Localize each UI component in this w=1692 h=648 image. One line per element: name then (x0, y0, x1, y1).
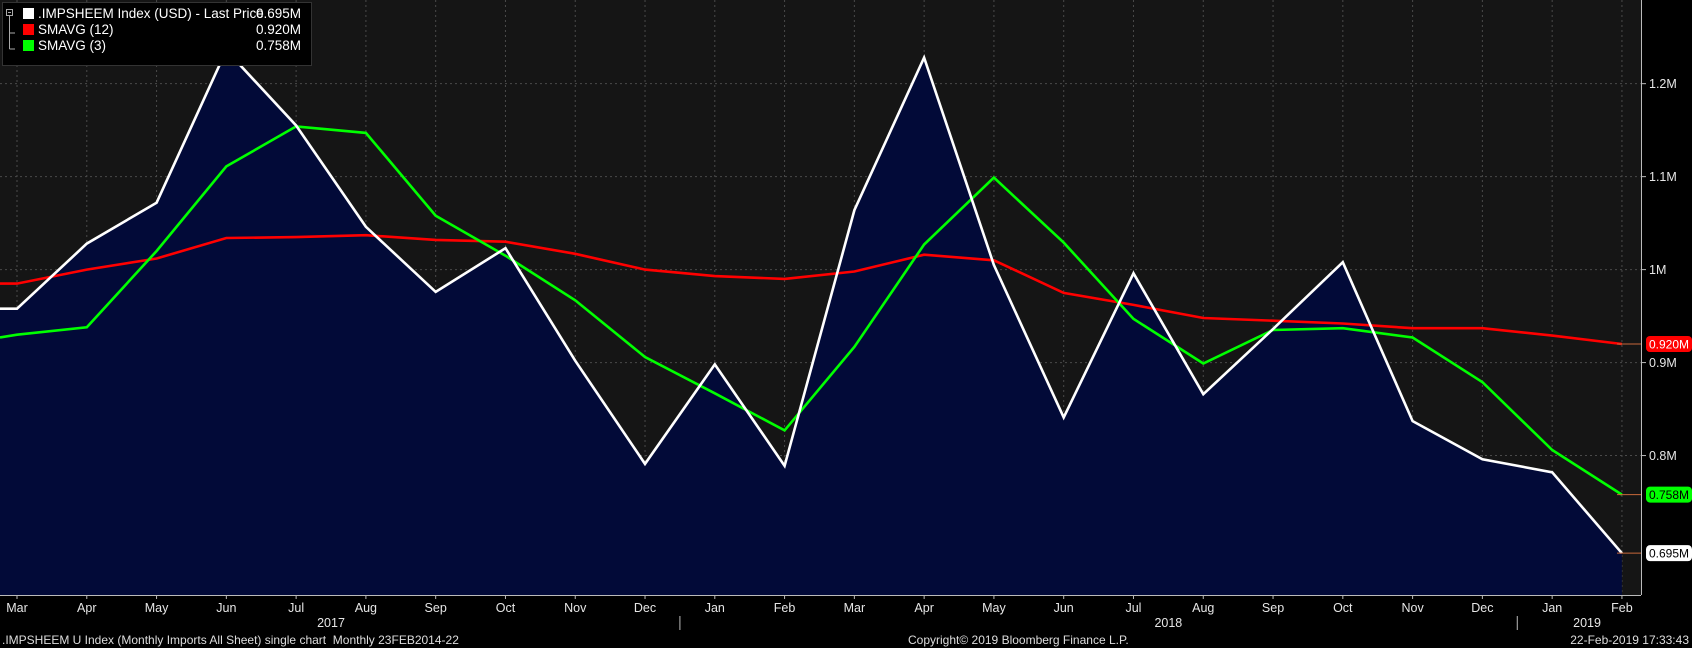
x-tick-label: Aug (355, 601, 377, 615)
x-axis-strip (0, 595, 1692, 648)
last-value-tag: 0.695M (1649, 547, 1689, 561)
legend-label: SMAVG (12) (38, 22, 114, 37)
last-value-tag: 0.758M (1649, 488, 1689, 502)
legend-value: 0.920M (255, 22, 301, 37)
year-label: 2019 (1573, 616, 1601, 630)
x-tick-label: Oct (496, 601, 516, 615)
x-tick-label: Nov (1401, 601, 1424, 615)
x-tick-label: Jun (216, 601, 236, 615)
x-tick-label: Jul (1125, 601, 1141, 615)
x-tick-label: Oct (1333, 601, 1353, 615)
year-label: 2018 (1154, 616, 1182, 630)
footer-timestamp: 22-Feb-2019 17:33:43 (1570, 633, 1689, 647)
x-tick-label: Jul (288, 601, 304, 615)
last-value-tag: 0.920M (1649, 337, 1689, 351)
x-tick-label: Sep (425, 601, 447, 615)
y-tick-label: 0.8M (1649, 449, 1677, 463)
x-tick-label: Feb (774, 601, 796, 615)
x-tick-label: Feb (1611, 601, 1633, 615)
x-tick-label: Apr (77, 601, 96, 615)
x-tick-label: May (982, 601, 1006, 615)
legend-tree-icon (6, 9, 15, 50)
legend-label: .IMPSHEEM Index (USD) - Last Price (38, 6, 264, 21)
legend-swatch (23, 40, 34, 51)
x-tick-label: Dec (1471, 601, 1493, 615)
legend: .IMPSHEEM Index (USD) - Last Price 0.695… (2, 2, 312, 66)
last-value-tags: 0.920M 0.758M 0.695M (1617, 335, 1692, 562)
x-tick-label: Jan (705, 601, 725, 615)
last-value-tag-bg (1646, 486, 1692, 503)
price-area-fill (0, 50, 1622, 595)
legend-item-smavg-12: SMAVG (12) 0.920M (17, 22, 309, 38)
footer-copyright: Copyright© 2019 Bloomberg Finance L.P. (908, 633, 1129, 647)
legend-item-smavg-3: SMAVG (3) 0.758M (17, 38, 309, 54)
y-tick-label: 0.9M (1649, 356, 1677, 370)
x-tick-label: Nov (564, 601, 587, 615)
y-tick-label: 1.1M (1649, 170, 1677, 184)
legend-value: 0.695M (255, 6, 301, 21)
x-tick-label: Aug (1192, 601, 1214, 615)
last-value-tag-bg (1646, 335, 1692, 352)
price-area (0, 50, 1622, 595)
legend-swatch (23, 8, 34, 19)
x-tick-label: Mar (844, 601, 866, 615)
legend-item-last-price: .IMPSHEEM Index (USD) - Last Price 0.695… (17, 6, 309, 22)
x-tick-label: Dec (634, 601, 656, 615)
legend-value: 0.758M (255, 38, 301, 53)
last-value-tag-bg (1646, 545, 1692, 562)
x-tick-label: Apr (914, 601, 933, 615)
year-label: 2017 (317, 616, 345, 630)
y-tick-label: 1M (1649, 263, 1666, 277)
x-tick-label: Jun (1054, 601, 1074, 615)
x-tick-label: May (145, 601, 169, 615)
legend-label: SMAVG (3) (38, 38, 107, 53)
x-tick-label: Sep (1262, 601, 1284, 615)
x-tick-label: Mar (6, 601, 28, 615)
y-tick-label: 1.2M (1649, 77, 1677, 91)
x-tick-label: Jan (1542, 601, 1562, 615)
legend-swatch (23, 24, 34, 35)
footer-description: .IMPSHEEM U Index (Monthly Imports All S… (2, 633, 459, 647)
